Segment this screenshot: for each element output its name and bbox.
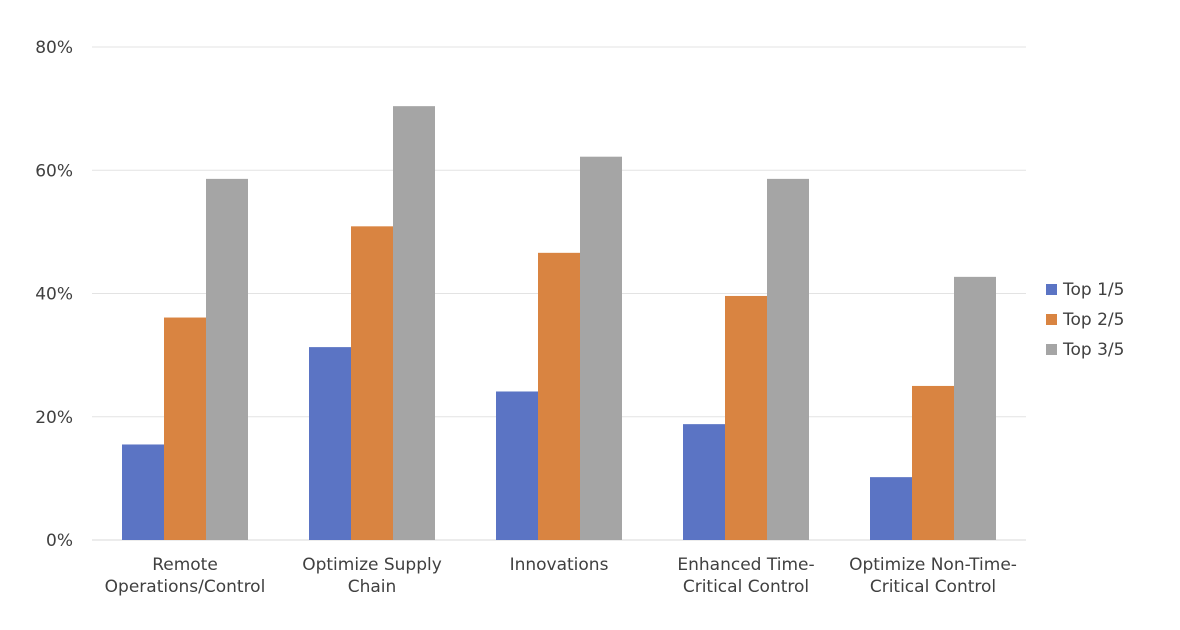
bar (122, 444, 164, 540)
legend-swatch (1046, 344, 1057, 355)
x-category-label: Remote Operations/Control (105, 555, 266, 597)
bar (725, 295, 767, 540)
y-tick-label: 80% (35, 38, 73, 58)
bar (912, 385, 954, 540)
y-tick-label: 40% (35, 285, 73, 305)
x-category-label: Enhanced Time-Critical Control (677, 555, 814, 597)
y-tick-label: 60% (35, 161, 73, 181)
bar (538, 252, 580, 540)
x-category-label: Optimize Non-Time-Critical Control (849, 555, 1017, 597)
bar (164, 317, 206, 540)
bar (767, 178, 809, 540)
y-tick-label: 20% (35, 408, 73, 428)
bars (122, 106, 996, 541)
bar (309, 347, 351, 540)
y-tick-label: 0% (46, 531, 73, 551)
legend-label: Top 2/5 (1062, 310, 1124, 330)
y-axis-tick-labels: 0% 20% 40% 60% 80% (35, 38, 73, 551)
legend: Top 1/5 Top 2/5 Top 3/5 (1046, 280, 1124, 360)
bar (870, 477, 912, 540)
bar (954, 276, 996, 540)
bar (206, 178, 248, 540)
legend-swatch (1046, 284, 1057, 295)
bar (580, 156, 622, 540)
x-category-label: Innovations (510, 555, 609, 575)
legend-label: Top 1/5 (1062, 280, 1124, 300)
legend-label: Top 3/5 (1062, 340, 1124, 360)
x-category-label: Optimize Supply Chain (302, 555, 442, 597)
legend-swatch (1046, 314, 1057, 325)
bar (683, 424, 725, 540)
x-axis-category-labels: Remote Operations/Control Optimize Supply C… (105, 555, 1017, 597)
bar (393, 106, 435, 540)
bar (351, 226, 393, 541)
bar (496, 391, 538, 540)
